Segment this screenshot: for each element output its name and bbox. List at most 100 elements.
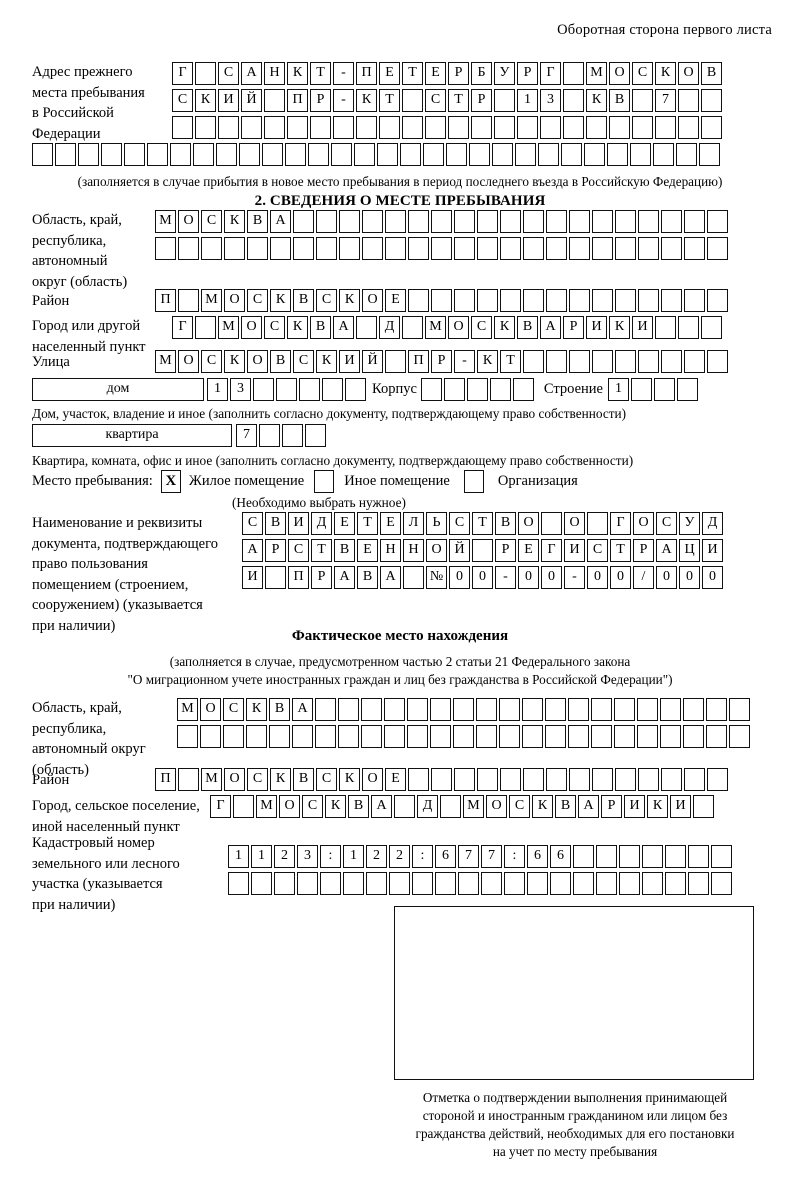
char-cell[interactable]: С: [302, 795, 323, 818]
char-cell[interactable]: Е: [385, 289, 406, 312]
char-cell[interactable]: [688, 845, 709, 868]
char-cell[interactable]: О: [633, 512, 654, 535]
char-cell[interactable]: 1: [607, 378, 629, 401]
char-cell[interactable]: [655, 316, 676, 339]
char-cell[interactable]: [362, 237, 383, 260]
char-cell[interactable]: [546, 350, 567, 373]
char-cell[interactable]: [420, 378, 442, 401]
char-cell[interactable]: /: [633, 566, 654, 589]
char-cell[interactable]: А: [578, 795, 599, 818]
char-cell[interactable]: 7: [481, 845, 502, 868]
char-cell[interactable]: О: [564, 512, 585, 535]
char-cell[interactable]: К: [287, 62, 308, 85]
korpus-cells[interactable]: [420, 378, 534, 401]
char-cell[interactable]: [596, 845, 617, 868]
char-cell[interactable]: С: [201, 350, 222, 373]
char-cell[interactable]: [453, 698, 474, 721]
char-cell[interactable]: И: [242, 566, 263, 589]
char-cell[interactable]: Г: [610, 512, 631, 535]
char-cell[interactable]: О: [224, 289, 245, 312]
char-cell[interactable]: [546, 237, 567, 260]
char-cell[interactable]: [661, 289, 682, 312]
char-cell[interactable]: [683, 725, 704, 748]
char-cell[interactable]: [653, 143, 674, 166]
char-cell[interactable]: Ц: [679, 539, 700, 562]
char-cell[interactable]: 2: [366, 845, 387, 868]
char-cell[interactable]: [489, 378, 511, 401]
char-cell[interactable]: В: [269, 698, 290, 721]
char-cell[interactable]: [274, 872, 295, 895]
char-cell[interactable]: 0: [656, 566, 677, 589]
char-cell[interactable]: [684, 210, 705, 233]
char-cell[interactable]: 7: [236, 424, 257, 447]
char-cell[interactable]: [569, 210, 590, 233]
char-cell[interactable]: [546, 210, 567, 233]
char-cell[interactable]: [292, 725, 313, 748]
char-cell[interactable]: [361, 698, 382, 721]
char-cell[interactable]: [362, 210, 383, 233]
char-cell[interactable]: [637, 725, 658, 748]
char-cell[interactable]: -: [333, 62, 354, 85]
char-cell[interactable]: [320, 872, 341, 895]
char-cell[interactable]: [384, 698, 405, 721]
char-cell[interactable]: [299, 378, 320, 401]
char-cell[interactable]: [500, 768, 521, 791]
char-cell[interactable]: [216, 143, 237, 166]
char-cell[interactable]: Н: [264, 62, 285, 85]
checkbox-organization[interactable]: [463, 470, 484, 493]
char-cell[interactable]: 1: [207, 378, 228, 401]
char-cell[interactable]: А: [241, 62, 262, 85]
char-cell[interactable]: У: [679, 512, 700, 535]
char-cell[interactable]: Т: [357, 512, 378, 535]
char-cell[interactable]: [615, 350, 636, 373]
char-cell[interactable]: П: [288, 566, 309, 589]
char-cell[interactable]: [195, 316, 216, 339]
flat-cells[interactable]: 7: [236, 424, 326, 447]
char-cell[interactable]: О: [362, 768, 383, 791]
char-cell[interactable]: [499, 698, 520, 721]
char-cell[interactable]: [515, 143, 536, 166]
char-cell[interactable]: [223, 725, 244, 748]
char-cell[interactable]: [638, 210, 659, 233]
char-cell[interactable]: А: [270, 210, 291, 233]
char-cell[interactable]: [431, 210, 452, 233]
char-cell[interactable]: О: [178, 350, 199, 373]
char-cell[interactable]: [587, 512, 608, 535]
char-cell[interactable]: 0: [702, 566, 723, 589]
char-cell[interactable]: С: [449, 512, 470, 535]
char-cell[interactable]: [665, 845, 686, 868]
char-cell[interactable]: Р: [633, 539, 654, 562]
char-cell[interactable]: О: [678, 62, 699, 85]
char-cell[interactable]: [563, 89, 584, 112]
char-cell[interactable]: [293, 210, 314, 233]
char-cell[interactable]: [711, 872, 732, 895]
char-cell[interactable]: [430, 725, 451, 748]
char-cell[interactable]: 1: [251, 845, 272, 868]
char-cell[interactable]: [264, 89, 285, 112]
char-cell[interactable]: Т: [310, 62, 331, 85]
char-cell[interactable]: [546, 768, 567, 791]
char-cell[interactable]: [423, 143, 444, 166]
char-cell[interactable]: О: [486, 795, 507, 818]
char-cell[interactable]: Е: [334, 512, 355, 535]
char-cell[interactable]: Т: [472, 512, 493, 535]
char-cell[interactable]: Р: [601, 795, 622, 818]
char-cell[interactable]: [642, 845, 663, 868]
char-cell[interactable]: [665, 872, 686, 895]
char-cell[interactable]: [389, 872, 410, 895]
char-cell[interactable]: К: [647, 795, 668, 818]
char-cell[interactable]: [394, 795, 415, 818]
char-cell[interactable]: [472, 539, 493, 562]
char-cell[interactable]: [287, 116, 308, 139]
char-cell[interactable]: [178, 289, 199, 312]
char-cell[interactable]: К: [494, 316, 515, 339]
char-cell[interactable]: [218, 116, 239, 139]
char-cell[interactable]: [454, 289, 475, 312]
char-cell[interactable]: [366, 872, 387, 895]
char-cell[interactable]: [707, 350, 728, 373]
char-cell[interactable]: [431, 289, 452, 312]
char-cell[interactable]: У: [494, 62, 515, 85]
char-cell[interactable]: К: [270, 768, 291, 791]
char-cell[interactable]: [523, 768, 544, 791]
char-cell[interactable]: -: [454, 350, 475, 373]
